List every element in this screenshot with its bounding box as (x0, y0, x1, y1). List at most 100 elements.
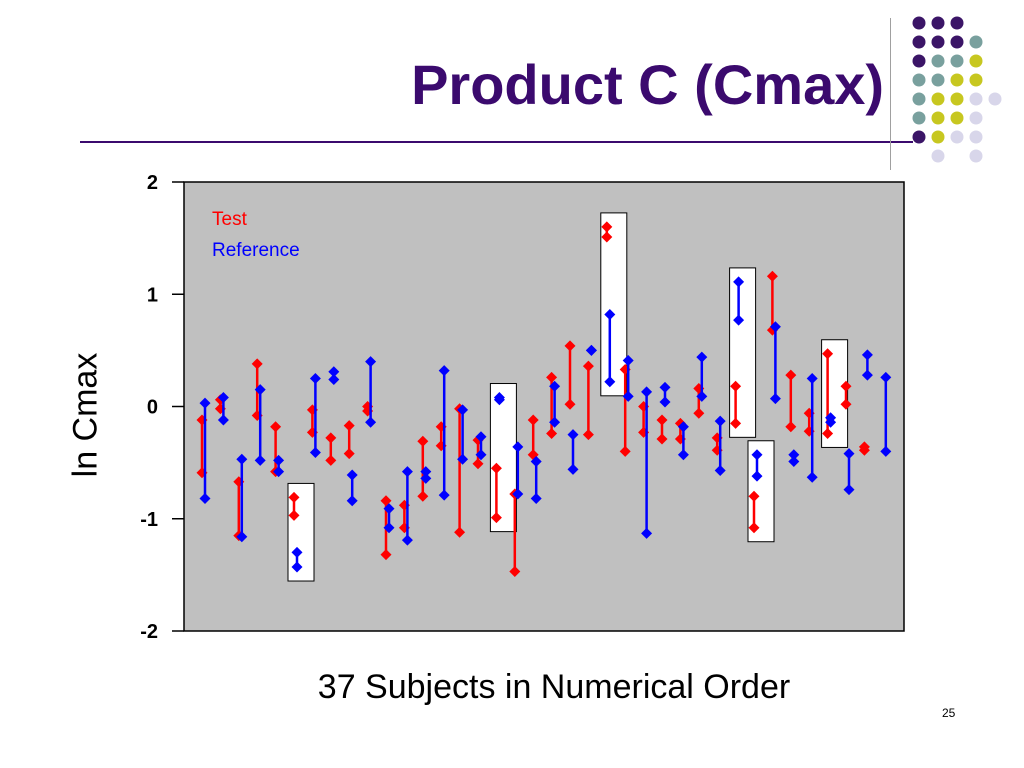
decor-dot (931, 111, 945, 125)
reference-point (659, 381, 671, 393)
reference-point (438, 489, 450, 501)
test-point (490, 512, 502, 524)
reference-point (696, 390, 708, 402)
test-point (748, 522, 760, 534)
highlight-box (600, 212, 628, 397)
test-point (656, 433, 668, 445)
legend-test: Test (212, 209, 248, 230)
test-point (417, 490, 429, 502)
decor-dot (931, 92, 945, 106)
highlight-box (287, 482, 315, 582)
decor-dot (988, 92, 1002, 106)
reference-point (880, 445, 892, 457)
test-point (582, 429, 594, 441)
reference-point (493, 394, 505, 406)
reference-point (328, 366, 340, 378)
test-point (785, 421, 797, 433)
test-point (527, 414, 539, 426)
reference-point (309, 372, 321, 384)
decor-dot (950, 16, 964, 30)
test-point (748, 490, 760, 502)
y-tick-label: 0 (147, 397, 158, 419)
reference-point (199, 397, 211, 409)
decor-dot (950, 111, 964, 125)
decor-dot (931, 130, 945, 144)
test-point (601, 231, 613, 243)
reference-point (217, 414, 229, 426)
reference-point (365, 356, 377, 368)
test-point (766, 270, 778, 282)
reference-point (217, 392, 229, 404)
decor-dot (912, 54, 926, 68)
test-point (822, 348, 834, 360)
data-pairs (196, 221, 892, 578)
reference-point (346, 495, 358, 507)
reference-point (861, 369, 873, 381)
y-tick-label: 2 (147, 172, 158, 194)
decor-dot (931, 73, 945, 87)
test-point (288, 509, 300, 521)
vertical-divider (890, 18, 891, 170)
reference-point (254, 384, 266, 396)
reference-point (880, 371, 892, 383)
reference-point (604, 308, 616, 320)
reference-point (788, 449, 800, 461)
reference-point (788, 456, 800, 468)
reference-point (236, 453, 248, 465)
reference-point (751, 449, 763, 461)
test-point (840, 398, 852, 410)
y-axis-label: ln Cmax (66, 352, 105, 478)
reference-point (696, 351, 708, 363)
reference-point (383, 522, 395, 534)
highlight-box (489, 383, 517, 533)
test-point (270, 421, 282, 433)
decor-dot (931, 54, 945, 68)
reference-point (659, 396, 671, 408)
decor-dot (950, 54, 964, 68)
test-point (472, 458, 484, 470)
reference-point (273, 466, 285, 478)
reference-point (806, 372, 818, 384)
reference-point (751, 470, 763, 482)
y-tick-label: -1 (140, 509, 158, 531)
decor-dot (912, 111, 926, 125)
reference-point (328, 374, 340, 386)
title-divider (80, 141, 913, 143)
reference-point (714, 415, 726, 427)
reference-point (567, 463, 579, 475)
test-point (325, 432, 337, 444)
reference-point (346, 469, 358, 481)
reference-point (733, 314, 745, 326)
slide-number: 25 (942, 706, 956, 720)
decor-dot (969, 54, 983, 68)
reference-point (420, 466, 432, 478)
reference-point (733, 276, 745, 288)
reference-point (641, 386, 653, 398)
reference-point (622, 354, 634, 366)
reference-point (549, 380, 561, 392)
reference-point (641, 527, 653, 539)
decor-dot (969, 35, 983, 49)
test-point (490, 462, 502, 474)
test-point (619, 445, 631, 457)
decor-dot (931, 35, 945, 49)
test-point (564, 340, 576, 352)
decorative-dot-grid (912, 16, 1002, 163)
test-point (417, 435, 429, 447)
reference-point (714, 464, 726, 476)
decor-dot (950, 73, 964, 87)
highlight-box (821, 339, 849, 448)
test-point (840, 380, 852, 392)
reference-point (677, 449, 689, 461)
reference-point (365, 416, 377, 428)
reference-point (401, 534, 413, 546)
y-tick-label: -2 (140, 621, 158, 643)
decor-dot (912, 73, 926, 87)
test-point (343, 420, 355, 432)
decor-dot (912, 92, 926, 106)
reference-point (861, 349, 873, 361)
decor-dot (950, 130, 964, 144)
decor-dot (912, 16, 926, 30)
decor-dot (969, 149, 983, 163)
reference-point (769, 393, 781, 405)
